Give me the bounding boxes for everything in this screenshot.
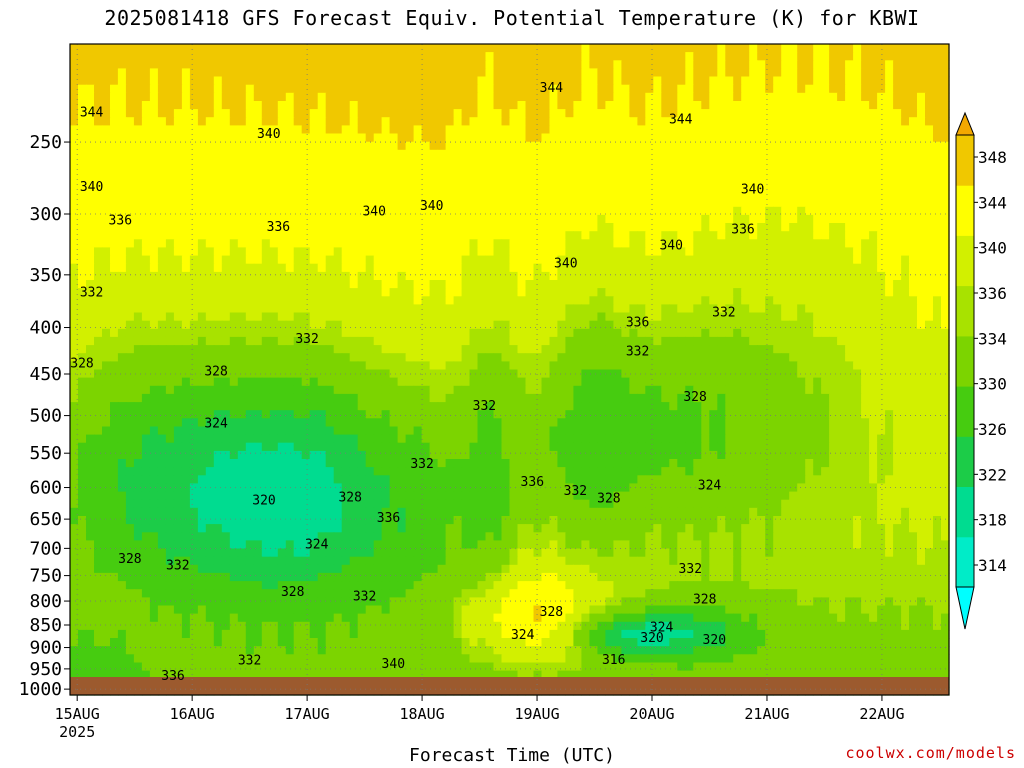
contour-label: 328 bbox=[540, 605, 563, 620]
x-tick-label: 20AUG bbox=[629, 705, 674, 723]
contour-label: 340 bbox=[741, 183, 764, 198]
contour-label: 332 bbox=[238, 654, 261, 669]
y-tick-label: 600 bbox=[29, 478, 62, 499]
grid-lines bbox=[70, 44, 949, 695]
ground-strip bbox=[70, 677, 949, 695]
y-tick-label: 650 bbox=[29, 509, 62, 530]
contour-label: 336 bbox=[731, 223, 754, 238]
contour-label: 332 bbox=[564, 484, 587, 499]
contour-label: 340 bbox=[382, 657, 405, 672]
contour-label: 340 bbox=[80, 180, 103, 195]
y-tick-label: 750 bbox=[29, 566, 62, 587]
plot-frame bbox=[69, 43, 950, 696]
contour-label: 336 bbox=[377, 511, 400, 526]
contour-label: 324 bbox=[650, 620, 674, 635]
contour-label: 328 bbox=[70, 356, 93, 371]
contour-label: 324 bbox=[305, 537, 329, 552]
y-tick-label: 500 bbox=[29, 406, 62, 427]
contour-label: 328 bbox=[597, 492, 620, 507]
contour-label: 324 bbox=[511, 628, 535, 643]
colorbar-label: 340 bbox=[978, 239, 1007, 258]
contour-label: 320 bbox=[252, 494, 275, 509]
contour-label: 320 bbox=[703, 633, 726, 648]
y-tick-label: 250 bbox=[29, 132, 62, 153]
x-tick-label: 16AUG bbox=[170, 705, 215, 723]
contour-label: 332 bbox=[679, 562, 702, 577]
x-tick-label: 19AUG bbox=[514, 705, 559, 723]
contour-label: 336 bbox=[521, 475, 544, 490]
colorbar-label: 336 bbox=[978, 284, 1007, 303]
contour-label: 328 bbox=[204, 364, 227, 379]
colorbar-label: 326 bbox=[978, 420, 1007, 439]
contour-label: 324 bbox=[698, 479, 722, 494]
contour-label: 316 bbox=[602, 653, 625, 668]
chart-title: 2025081418 GFS Forecast Equiv. Potential… bbox=[104, 6, 920, 30]
x-tick-label: 18AUG bbox=[400, 705, 445, 723]
contour-label: 328 bbox=[118, 552, 141, 567]
colorbar bbox=[955, 111, 975, 630]
y-tick-label: 450 bbox=[29, 364, 62, 385]
contour-label: 340 bbox=[362, 204, 385, 219]
contour-label: 344 bbox=[669, 112, 693, 127]
y-tick-label: 850 bbox=[29, 615, 62, 636]
contour-label: 332 bbox=[166, 559, 189, 574]
contour-label: 340 bbox=[659, 239, 682, 254]
contour-label: 328 bbox=[683, 390, 706, 405]
contour-label: 336 bbox=[626, 316, 649, 331]
contour-label: 344 bbox=[540, 81, 564, 96]
contour-label: 328 bbox=[693, 593, 716, 608]
contour-label: 332 bbox=[626, 345, 649, 360]
contour-label: 336 bbox=[267, 220, 290, 235]
colorbar-label: 318 bbox=[978, 511, 1007, 530]
contour-label: 340 bbox=[420, 199, 443, 214]
colorbar-label: 314 bbox=[978, 556, 1007, 575]
x-year-label: 2025 bbox=[59, 723, 95, 741]
y-tick-label: 900 bbox=[29, 638, 62, 659]
credit-text[interactable]: coolwx.com/models bbox=[845, 744, 1016, 762]
y-tick-label: 800 bbox=[29, 591, 62, 612]
contour-label: 340 bbox=[554, 256, 577, 271]
contour-label: 332 bbox=[80, 286, 103, 301]
contour-label: 332 bbox=[473, 399, 496, 414]
y-tick-label: 700 bbox=[29, 538, 62, 559]
colorbar-label: 330 bbox=[978, 375, 1007, 394]
y-tick-label: 300 bbox=[29, 204, 62, 225]
contour-label: 332 bbox=[295, 332, 318, 347]
heatmap-field bbox=[70, 44, 950, 696]
x-tick-label: 22AUG bbox=[859, 705, 904, 723]
y-tick-label: 950 bbox=[29, 659, 62, 680]
x-tick-label: 17AUG bbox=[285, 705, 330, 723]
contour-label: 336 bbox=[161, 669, 184, 684]
contour-label: 332 bbox=[410, 457, 433, 472]
contour-label: 332 bbox=[353, 590, 376, 605]
contour-label: 344 bbox=[80, 106, 104, 121]
y-tick-label: 1000 bbox=[19, 679, 62, 700]
contour-label: 328 bbox=[338, 490, 361, 505]
colorbar-label: 348 bbox=[978, 148, 1007, 167]
x-axis-title: Forecast Time (UTC) bbox=[409, 745, 615, 766]
contour-label: 340 bbox=[257, 127, 280, 142]
x-tick-label: 21AUG bbox=[744, 705, 789, 723]
x-tick-label: 15AUG bbox=[55, 705, 100, 723]
contour-label: 324 bbox=[204, 416, 228, 431]
contour-label: 320 bbox=[640, 631, 663, 646]
y-tick-label: 550 bbox=[29, 443, 62, 464]
y-tick-label: 400 bbox=[29, 318, 62, 339]
contour-label: 332 bbox=[712, 305, 735, 320]
colorbar-label: 322 bbox=[978, 465, 1007, 484]
y-tick-label: 350 bbox=[29, 265, 62, 286]
contour-label: 336 bbox=[109, 214, 132, 229]
contour-label: 328 bbox=[281, 585, 304, 600]
colorbar-label: 344 bbox=[978, 193, 1007, 212]
colorbar-label: 334 bbox=[978, 329, 1007, 348]
